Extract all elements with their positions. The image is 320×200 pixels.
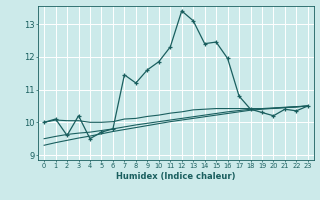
X-axis label: Humidex (Indice chaleur): Humidex (Indice chaleur) <box>116 172 236 181</box>
